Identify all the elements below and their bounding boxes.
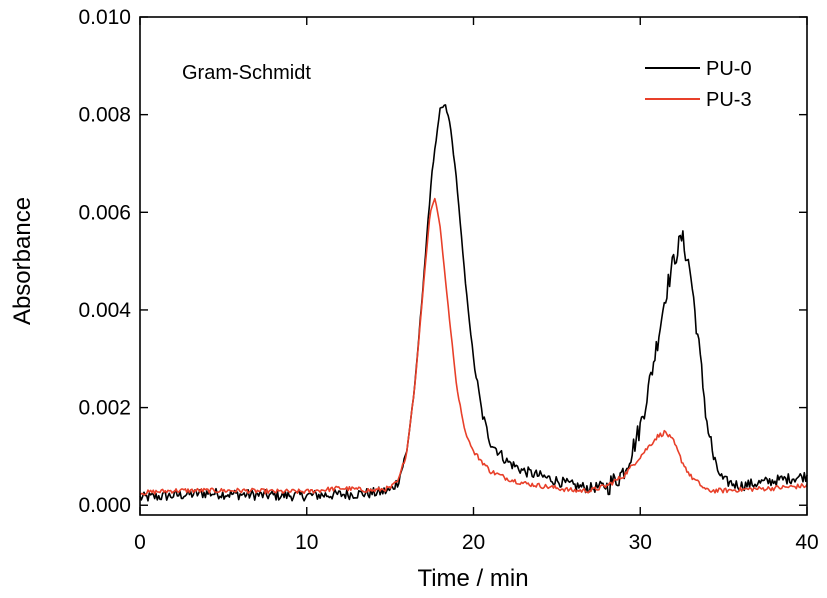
x-tick-label: 30 xyxy=(629,531,652,554)
x-axis-title: Time / min xyxy=(417,565,528,592)
ticks: 0 10 20 30 40 0.000 0.002 0.004 0.006 0.008 0.010 xyxy=(78,6,818,554)
y-tick-label: 0.006 xyxy=(78,201,131,224)
annotation-label: Gram-Schmidt xyxy=(182,62,311,84)
legend-label-pu-3: PU-3 xyxy=(706,89,752,111)
legend: PU-0 PU-3 xyxy=(645,58,752,111)
y-tick-label: 0.002 xyxy=(78,397,131,420)
y-tick-label: 0.010 xyxy=(78,6,131,29)
series-line-pu-0 xyxy=(139,104,808,502)
legend-label-pu-0: PU-0 xyxy=(706,58,752,80)
series-line-pu-3 xyxy=(139,197,808,496)
x-tick-label: 10 xyxy=(295,531,318,554)
x-tick-label: 40 xyxy=(795,531,818,554)
y-axis-title: Absorbance xyxy=(9,197,36,325)
y-tick-label: 0.008 xyxy=(78,104,131,127)
x-tick-label: 20 xyxy=(462,531,485,554)
x-tick-label: 0 xyxy=(134,531,146,554)
y-tick-label: 0.000 xyxy=(78,494,131,517)
plot-series xyxy=(139,104,808,502)
y-tick-label: 0.004 xyxy=(78,299,131,322)
